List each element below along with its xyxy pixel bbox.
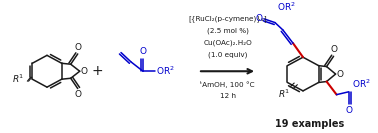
Text: O: O (336, 70, 344, 79)
Text: OR$^2$: OR$^2$ (156, 65, 175, 77)
Text: O: O (345, 106, 352, 115)
Text: OR$^2$: OR$^2$ (352, 78, 370, 90)
Text: O: O (74, 90, 81, 99)
Text: $R^1$: $R^1$ (278, 88, 291, 101)
Text: O: O (139, 47, 147, 56)
Text: (1.0 equiv): (1.0 equiv) (208, 52, 247, 58)
Text: [{RuCl₂(p-cymene)}₂]: [{RuCl₂(p-cymene)}₂] (188, 15, 267, 22)
Text: $R^1$: $R^1$ (12, 73, 24, 85)
Text: 19 examples: 19 examples (276, 119, 345, 129)
Text: +: + (91, 64, 103, 78)
Text: OR$^2$: OR$^2$ (277, 1, 296, 13)
Text: (2.5 mol %): (2.5 mol %) (206, 27, 248, 34)
Text: O: O (255, 14, 262, 23)
Text: Cu(OAc)₂.H₂O: Cu(OAc)₂.H₂O (203, 39, 252, 46)
Text: O: O (74, 43, 81, 52)
Text: ᵗAmOH, 100 °C: ᵗAmOH, 100 °C (200, 81, 255, 88)
Text: O: O (330, 45, 337, 54)
Text: 12 h: 12 h (220, 93, 235, 99)
Text: O: O (81, 67, 88, 76)
